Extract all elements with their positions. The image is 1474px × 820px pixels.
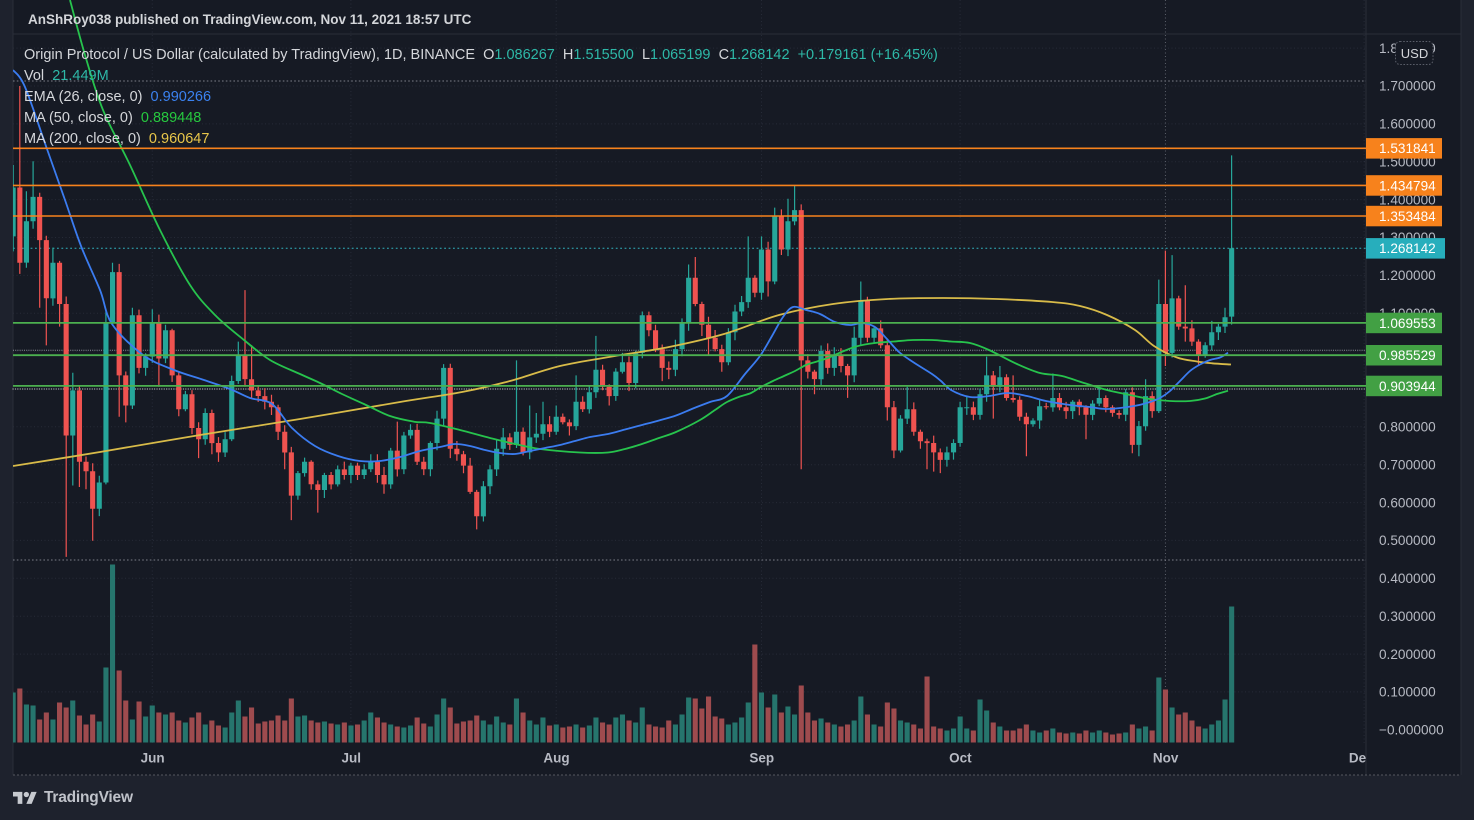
svg-text:1.700000: 1.700000 [1379, 79, 1436, 94]
svg-text:1.353484: 1.353484 [1379, 209, 1436, 224]
svg-text:1.069553: 1.069553 [1379, 316, 1436, 331]
svg-text:1.531841: 1.531841 [1379, 141, 1436, 156]
svg-text:Oct: Oct [949, 751, 972, 766]
svg-text:0.800000: 0.800000 [1379, 420, 1436, 435]
svg-text:1.400000: 1.400000 [1379, 192, 1436, 207]
svg-text:1.200000: 1.200000 [1379, 268, 1436, 283]
svg-text:Sep: Sep [749, 751, 774, 766]
svg-text:1.600000: 1.600000 [1379, 117, 1436, 132]
svg-text:0.500000: 0.500000 [1379, 533, 1436, 548]
svg-text:Jul: Jul [341, 751, 361, 766]
svg-text:0.903944: 0.903944 [1379, 379, 1436, 394]
svg-text:0.200000: 0.200000 [1379, 647, 1436, 662]
svg-text:0.300000: 0.300000 [1379, 609, 1436, 624]
svg-text:Aug: Aug [543, 751, 569, 766]
svg-text:0.100000: 0.100000 [1379, 685, 1436, 700]
svg-text:0.400000: 0.400000 [1379, 571, 1436, 586]
svg-text:De: De [1349, 751, 1367, 766]
svg-text:−0.000000: −0.000000 [1379, 723, 1444, 738]
svg-text:1.434794: 1.434794 [1379, 178, 1436, 193]
svg-text:Jun: Jun [141, 751, 165, 766]
svg-text:0.700000: 0.700000 [1379, 457, 1436, 472]
svg-text:Nov: Nov [1153, 751, 1179, 766]
svg-text:0.985529: 0.985529 [1379, 348, 1436, 363]
svg-text:1.268142: 1.268142 [1379, 241, 1436, 256]
svg-text:USD: USD [1401, 46, 1428, 61]
svg-text:0.600000: 0.600000 [1379, 495, 1436, 510]
